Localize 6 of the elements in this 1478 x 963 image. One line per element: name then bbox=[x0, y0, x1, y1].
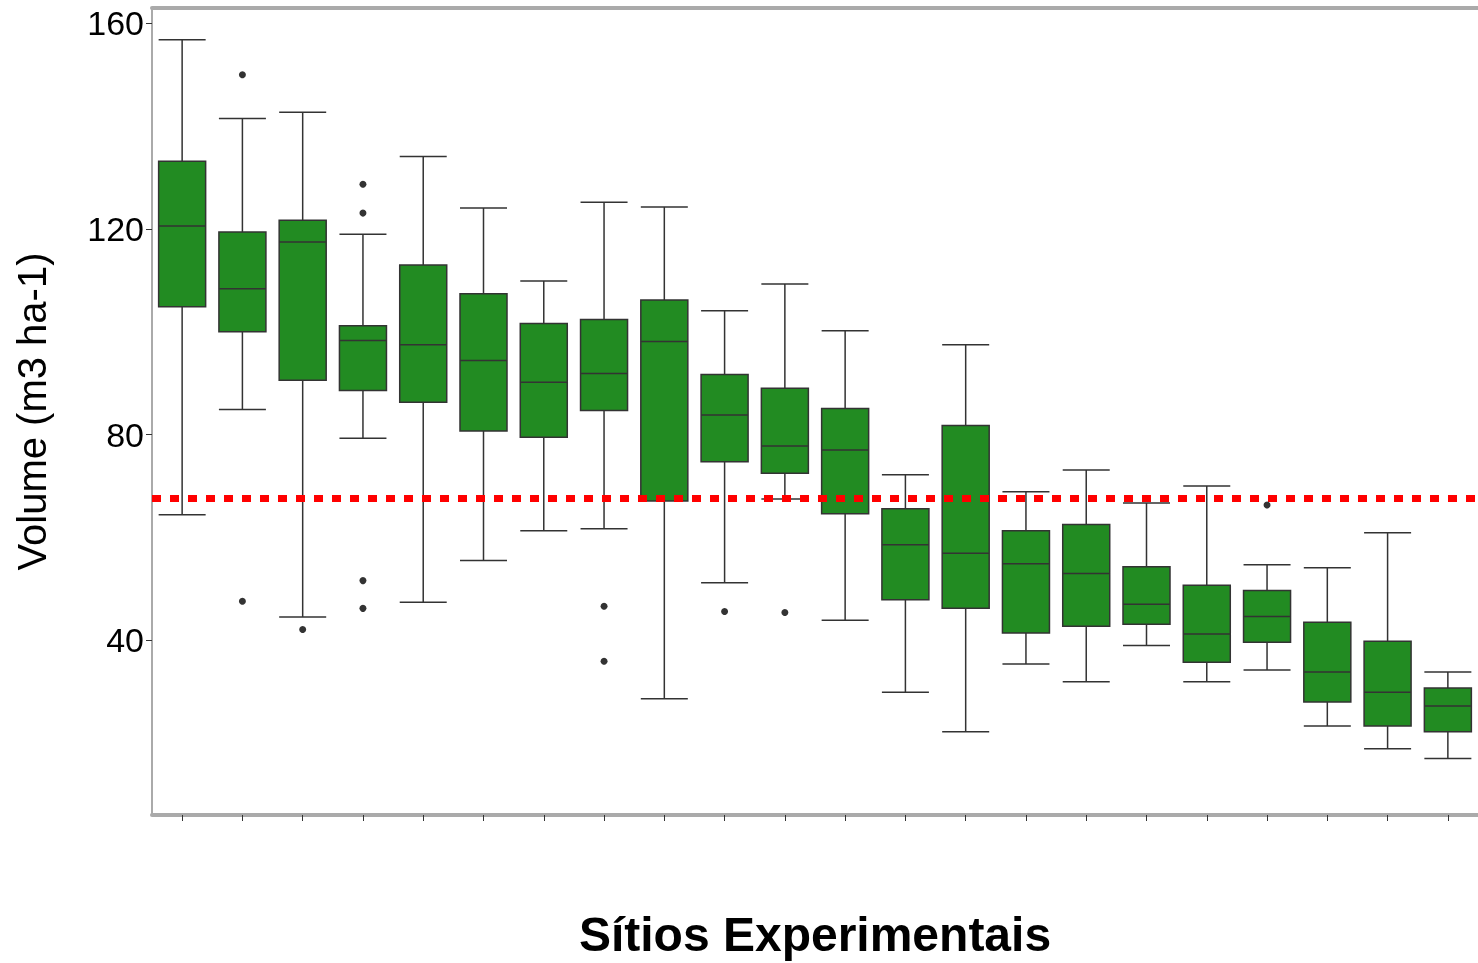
y-tick-label: 160 bbox=[87, 4, 144, 43]
x-axis-title: Sítios Experimentais bbox=[578, 907, 1052, 961]
y-axis-title: Volume (m3 ha-1) bbox=[10, 252, 54, 571]
y-tick-label: 80 bbox=[106, 415, 144, 454]
y-tick-label: 40 bbox=[106, 621, 144, 660]
y-tick-label: 120 bbox=[87, 210, 144, 249]
